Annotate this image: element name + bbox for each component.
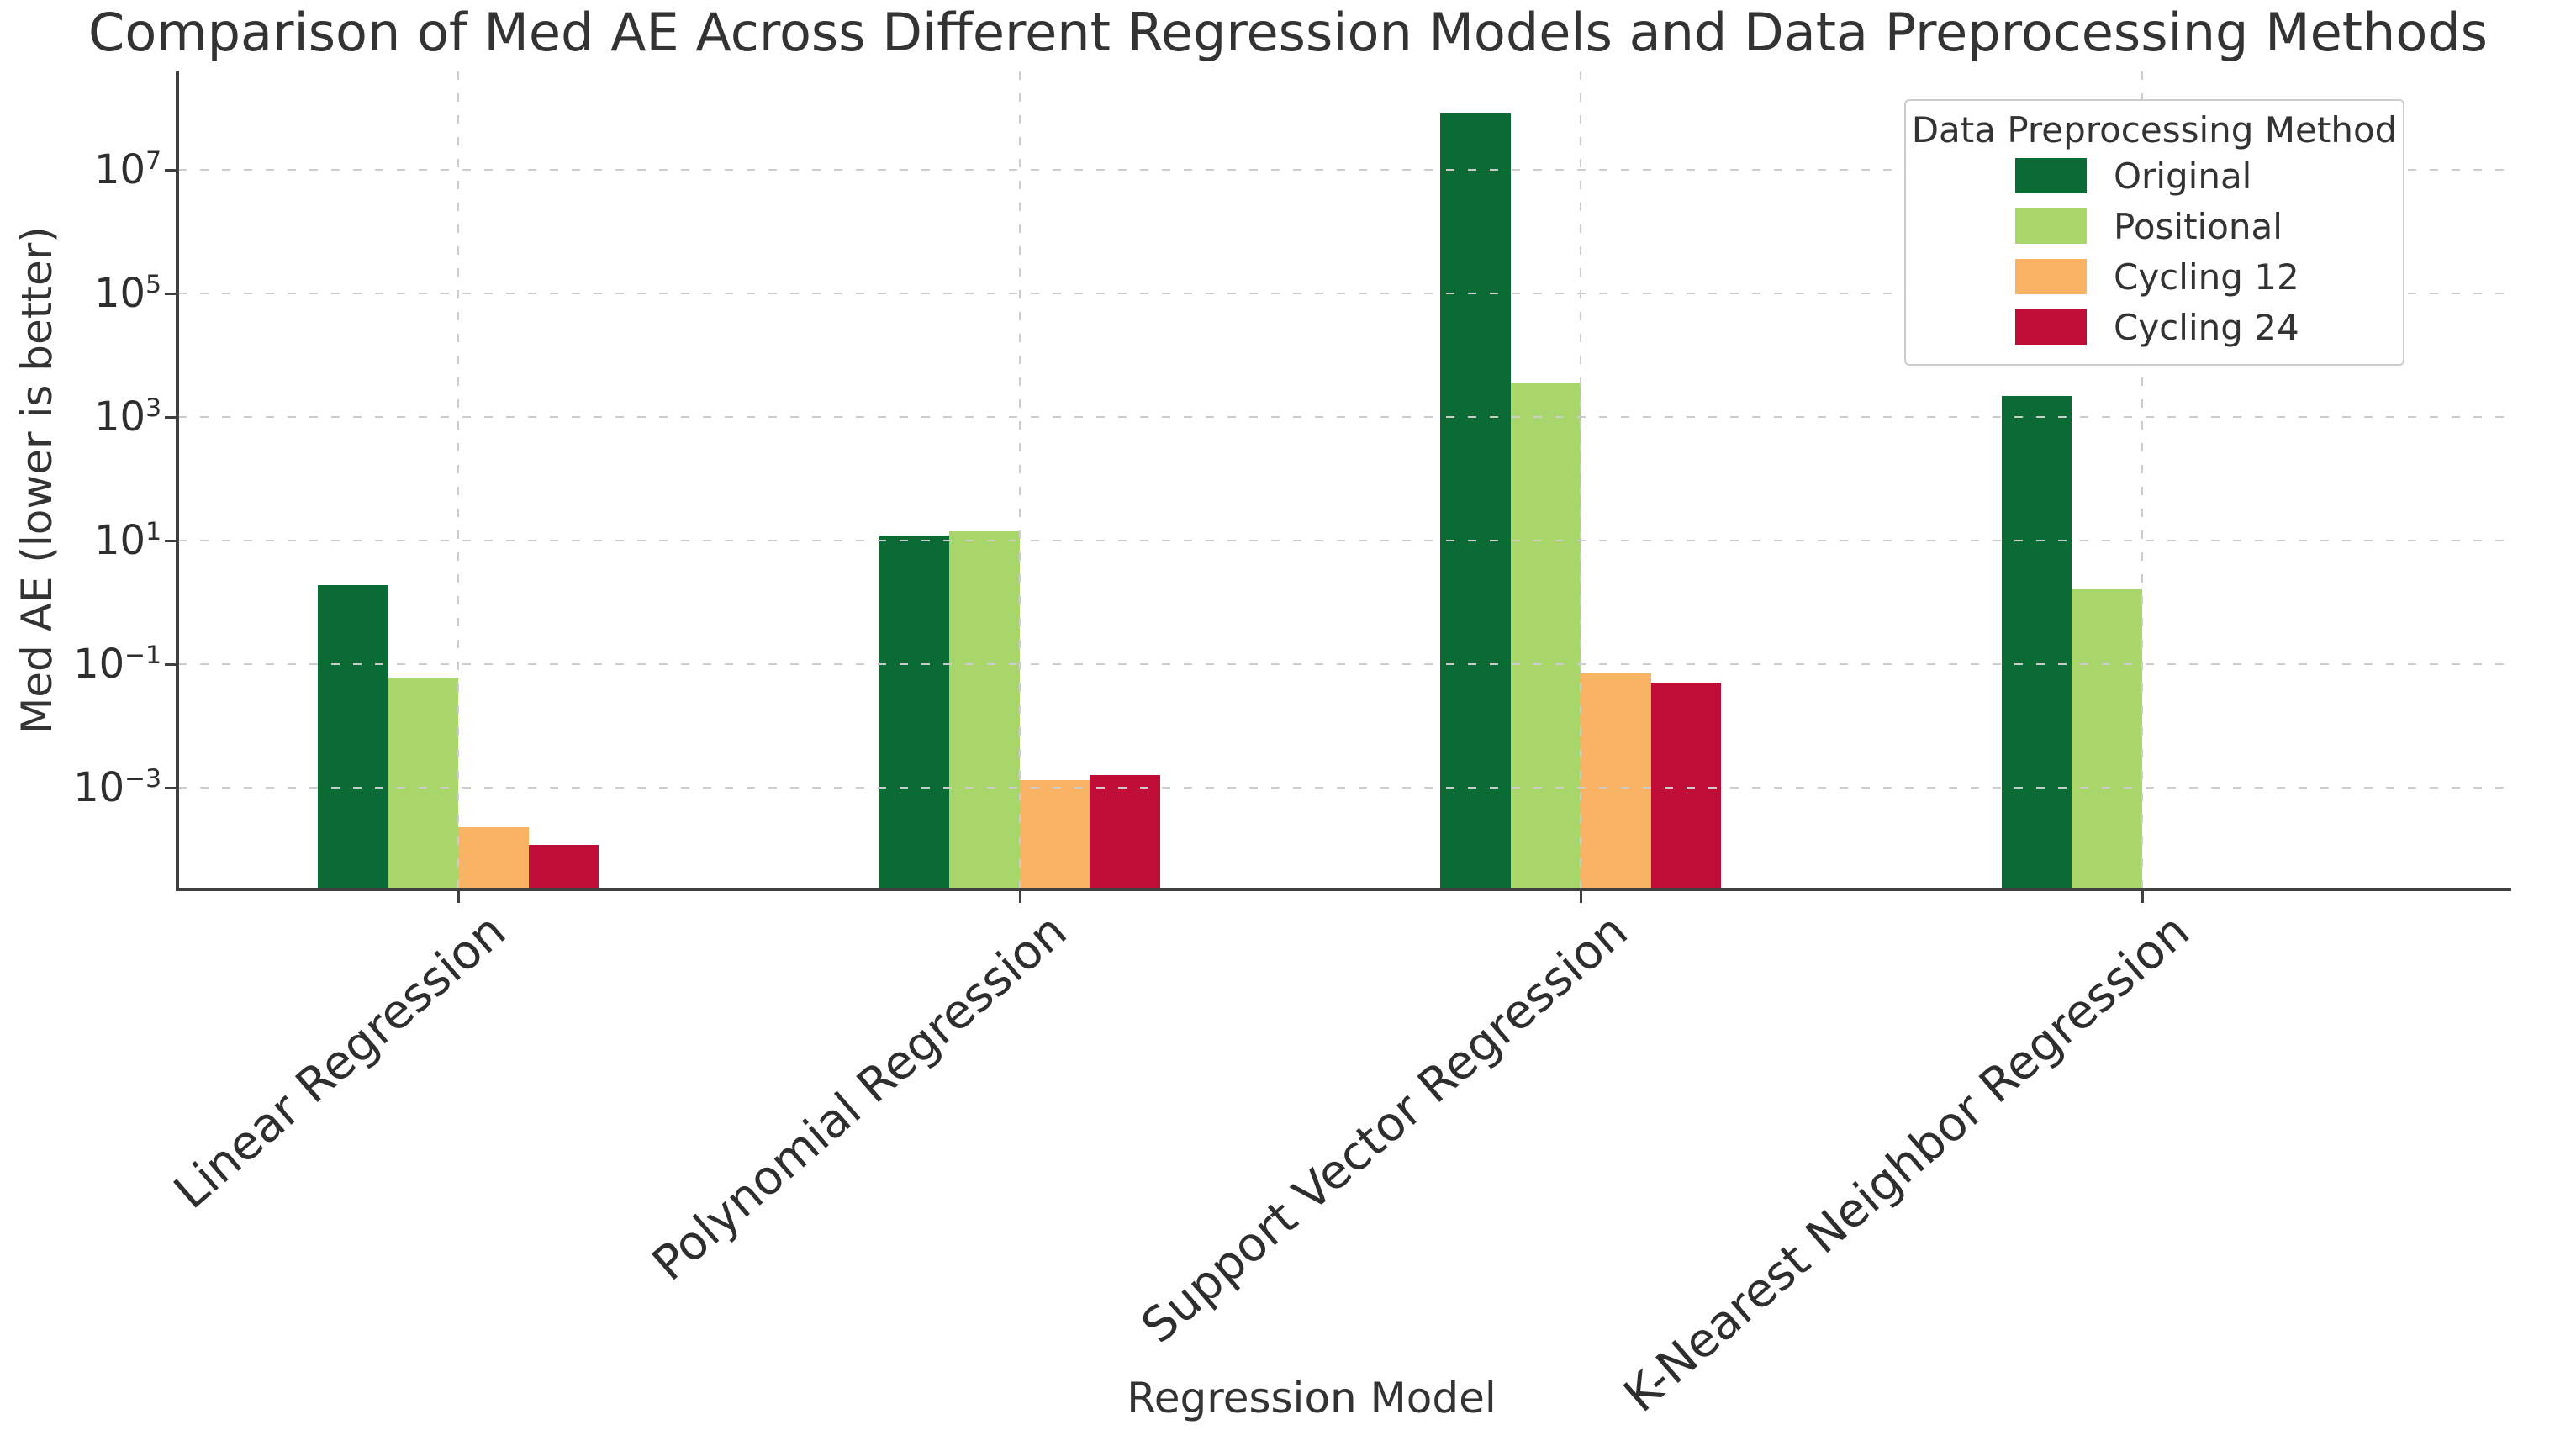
y-tick-label-10e-3: 10−3 [73, 763, 161, 811]
bar-positional-2 [1510, 383, 1581, 889]
bar-positional-3 [2072, 589, 2142, 889]
y-tick-mark [165, 539, 178, 542]
y-tick-label-10e3: 103 [93, 393, 161, 441]
legend-swatch-cycling-24 [2015, 309, 2087, 345]
y-tick-label-10e-1: 10−1 [73, 640, 161, 688]
legend-swatch-original [2015, 158, 2087, 193]
gridline-y-10e3 [178, 415, 2510, 418]
y-tick-label-10e1: 101 [93, 516, 161, 564]
y-tick-mark [165, 662, 178, 666]
legend-entry-cycling-24: Cycling 24 [1906, 302, 2403, 352]
y-tick-mark [165, 786, 178, 789]
x-tick-label-k-nearest-neighbor-regression: K-Nearest Neighbor Regression [1613, 904, 2200, 1423]
y-tick-mark [165, 292, 178, 295]
bar-original-0 [318, 584, 388, 889]
chart-title: Comparison of Med AE Across Different Re… [88, 2, 2488, 63]
gridline-y-10e5 [178, 292, 2510, 294]
gridline-y-10e-3 [178, 786, 2510, 789]
bar-cycling-12-0 [458, 826, 529, 889]
x-tick-label-linear-regression: Linear Regression [164, 904, 516, 1220]
legend-entry-positional: Positional [1906, 201, 2403, 251]
x-tick-label-support-vector-regression: Support Vector Regression [1132, 904, 1639, 1354]
x-axis-label: Regression Model [1127, 1374, 1497, 1422]
x-tick-label-polynomial-regression: Polynomial Regression [642, 904, 1078, 1292]
bar-positional-0 [388, 678, 458, 889]
bar-original-2 [1440, 113, 1511, 889]
gridline-y-10e1 [178, 539, 2510, 541]
legend-entry-original: Original [1906, 150, 2403, 201]
legend-label: Original [2114, 155, 2252, 197]
gridline-x-2 [1580, 71, 1581, 889]
x-tick-mark [457, 891, 460, 903]
legend-label: Positional [2114, 205, 2283, 247]
legend-title: Data Preprocessing Method [1911, 109, 2398, 150]
x-tick-mark [1018, 891, 1021, 903]
gridline-y-10e7 [178, 168, 2510, 171]
y-tick-label-10e7: 107 [93, 145, 161, 193]
legend-swatch-cycling-12 [2015, 259, 2087, 294]
bar-cycling-12-1 [1019, 780, 1090, 889]
bar-cycling-24-0 [528, 844, 599, 889]
legend-label: Cycling 12 [2114, 256, 2299, 298]
bar-cycling-24-1 [1090, 774, 1160, 889]
x-tick-mark [2141, 891, 2144, 903]
x-axis-spine [176, 888, 2511, 891]
legend-entry-cycling-12: Cycling 12 [1906, 251, 2403, 302]
y-tick-label-10e5: 105 [93, 269, 161, 317]
x-tick-mark [1580, 891, 1582, 903]
bar-original-1 [879, 536, 949, 889]
legend: Data Preprocessing Method Original Posit… [1904, 99, 2404, 366]
gridline-x-3 [2141, 71, 2143, 889]
bar-cycling-24-2 [1650, 682, 1721, 889]
gridline-x-1 [1018, 71, 1021, 889]
bar-positional-1 [949, 531, 1020, 889]
legend-label: Cycling 24 [2114, 306, 2299, 348]
y-tick-mark [165, 415, 178, 419]
y-axis-label: Med AE (lower is better) [13, 226, 61, 734]
bar-original-3 [2001, 395, 2072, 889]
y-tick-mark [165, 168, 178, 172]
gridline-y-10e-1 [178, 662, 2510, 665]
gridline-x-0 [457, 71, 459, 889]
y-axis-spine [176, 71, 179, 891]
legend-swatch-positional [2015, 208, 2087, 244]
bar-cycling-12-2 [1581, 673, 1651, 889]
